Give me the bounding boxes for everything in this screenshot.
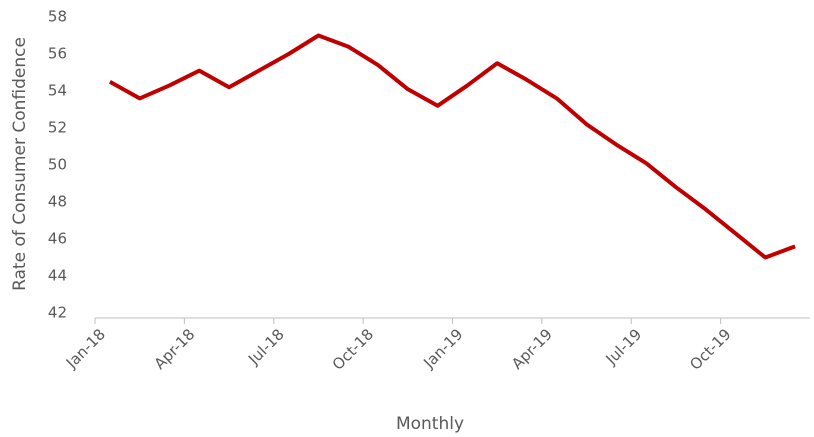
x-tick-label: Jul-18	[244, 325, 288, 369]
y-tick-label: 48	[48, 193, 67, 211]
x-tick-label: Apr-19	[508, 325, 556, 373]
x-tick-label: Oct-18	[329, 325, 377, 373]
y-tick-label: 42	[48, 304, 67, 322]
x-axis-label: Monthly	[396, 414, 464, 434]
x-tick-label: Apr-18	[151, 325, 199, 373]
y-axis-label: Rate of Consumer Confidence	[10, 37, 30, 291]
x-tick-label: Jan-18	[62, 325, 109, 372]
data-line	[108, 33, 796, 260]
y-tick-label: 44	[48, 267, 67, 285]
y-tick-label: 50	[48, 156, 67, 174]
y-tick-label: 52	[48, 119, 67, 137]
y-tick-label: 46	[48, 230, 67, 248]
y-tick-label: 56	[48, 45, 67, 63]
y-tick-label: 58	[48, 8, 67, 26]
x-tick-label: Jan-19	[419, 325, 466, 372]
x-tick-label: Jul-19	[602, 325, 646, 369]
x-tick-label: Oct-19	[686, 325, 734, 373]
y-tick-label: 54	[48, 82, 67, 100]
